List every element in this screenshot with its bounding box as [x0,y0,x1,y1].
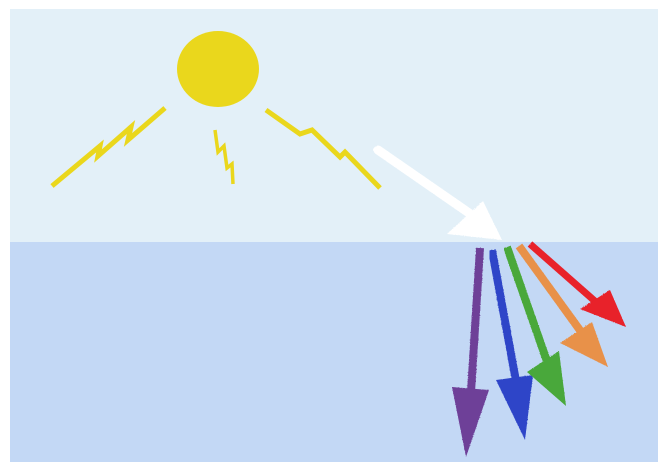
incident-light-ray [373,145,502,240]
red-ray [527,241,626,327]
water-region [10,242,658,462]
violet-ray [452,247,489,457]
sun [177,31,259,107]
orange-ray [515,243,608,367]
blue-ray [488,249,533,440]
sun-ray-left [50,106,167,188]
green-ray [503,245,566,406]
sun-ray-right [264,107,382,190]
sun-ray-center [213,129,235,185]
air-region [10,9,658,242]
